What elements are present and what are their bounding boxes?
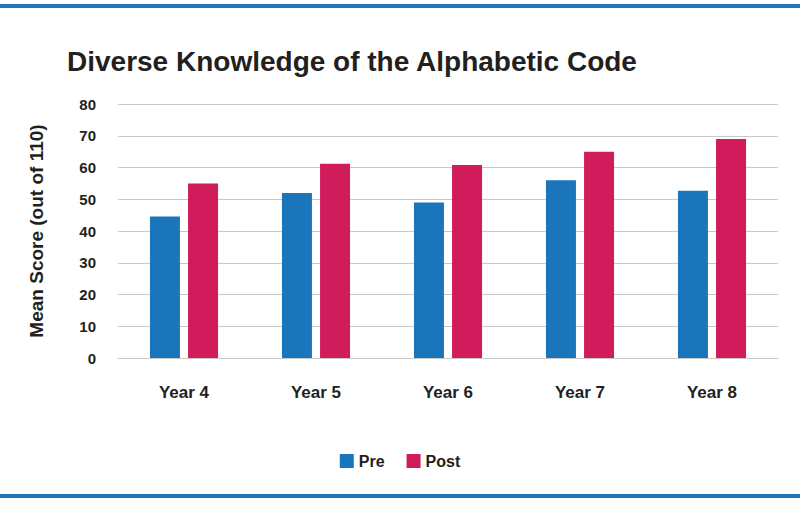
svg-text:60: 60 — [79, 159, 96, 176]
svg-text:Year 6: Year 6 — [423, 383, 473, 402]
svg-text:Year 7: Year 7 — [555, 383, 605, 402]
svg-text:70: 70 — [79, 127, 96, 144]
svg-text:30: 30 — [79, 254, 96, 271]
svg-text:20: 20 — [79, 286, 96, 303]
svg-text:Mean Score (out of 110): Mean Score (out of 110) — [26, 124, 47, 337]
svg-text:Year 5: Year 5 — [291, 383, 341, 402]
svg-text:0: 0 — [88, 350, 96, 367]
svg-text:50: 50 — [79, 191, 96, 208]
svg-text:Year 8: Year 8 — [687, 383, 737, 402]
svg-text:Year 4: Year 4 — [159, 383, 210, 402]
svg-text:Pre: Pre — [359, 453, 385, 470]
svg-text:40: 40 — [79, 223, 96, 240]
svg-text:10: 10 — [79, 318, 96, 335]
svg-text:Post: Post — [426, 453, 461, 470]
svg-text:80: 80 — [79, 96, 96, 113]
svg-text:Diverse Knowledge of the Alpha: Diverse Knowledge of the Alphabetic Code — [67, 46, 637, 77]
